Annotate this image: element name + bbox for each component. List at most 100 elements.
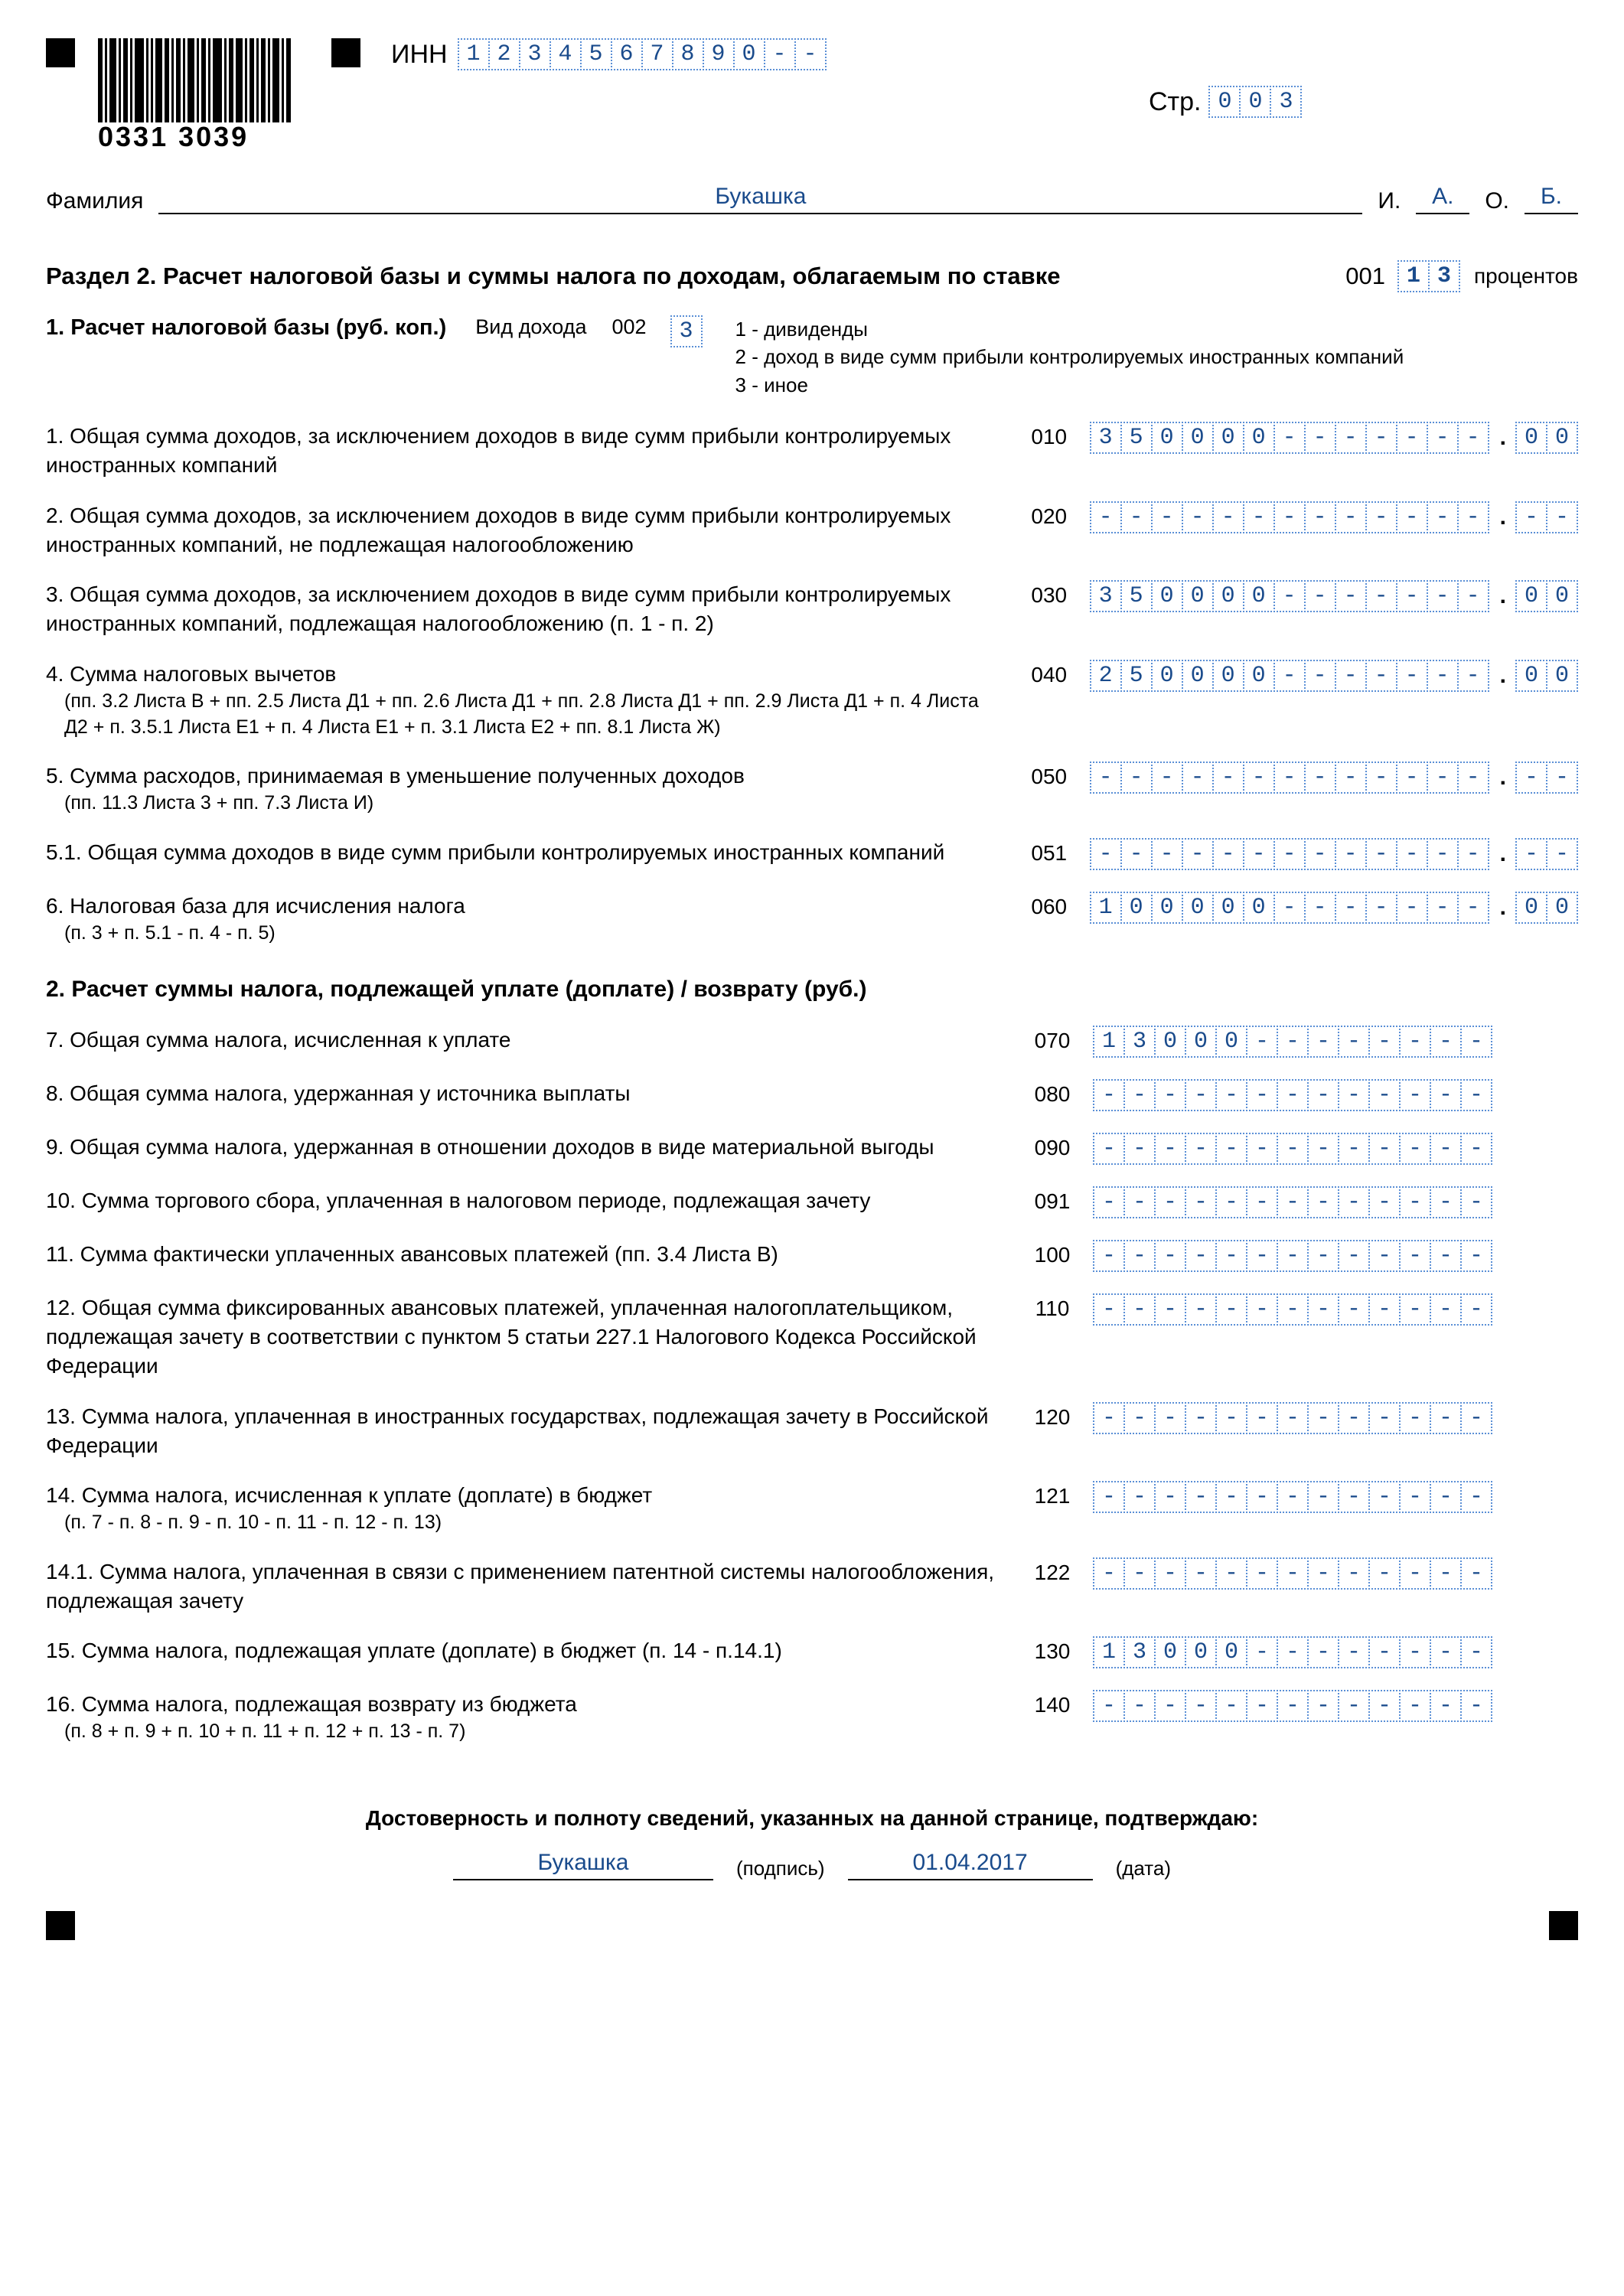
cell[interactable]: 0: [1182, 892, 1214, 924]
cell[interactable]: -: [1430, 1240, 1462, 1272]
cell[interactable]: 1: [1090, 892, 1122, 924]
cell[interactable]: -: [1396, 892, 1428, 924]
cell[interactable]: -: [1427, 501, 1459, 533]
cell[interactable]: 5: [1120, 580, 1153, 612]
cell[interactable]: -: [1123, 1557, 1156, 1590]
cell[interactable]: -: [1399, 1186, 1431, 1218]
cell[interactable]: 0: [1182, 580, 1214, 612]
cell[interactable]: -: [1430, 1026, 1462, 1058]
cell[interactable]: 0: [1515, 580, 1547, 612]
cell[interactable]: -: [1396, 501, 1428, 533]
cell[interactable]: -: [1151, 762, 1183, 794]
cell[interactable]: 0: [1243, 892, 1275, 924]
cell[interactable]: -: [1277, 1690, 1309, 1722]
cell[interactable]: -: [1307, 1026, 1339, 1058]
cell[interactable]: -: [1273, 892, 1306, 924]
cell[interactable]: -: [1335, 892, 1367, 924]
cell[interactable]: 5: [1120, 660, 1153, 692]
cell[interactable]: -: [1215, 1293, 1247, 1326]
row-cells[interactable]: -------------: [1094, 1133, 1492, 1165]
cell[interactable]: -: [1368, 1481, 1401, 1513]
cell[interactable]: -: [1430, 1079, 1462, 1111]
row-cells[interactable]: 100000-------.00: [1091, 892, 1578, 924]
cell[interactable]: -: [1338, 1636, 1370, 1668]
cell[interactable]: -: [1212, 501, 1244, 533]
cell[interactable]: -: [1546, 762, 1578, 794]
cell[interactable]: -: [1212, 838, 1244, 870]
cell[interactable]: 0: [1243, 422, 1275, 454]
cell[interactable]: -: [1365, 762, 1397, 794]
cell[interactable]: -: [1273, 762, 1306, 794]
cell[interactable]: -: [1277, 1026, 1309, 1058]
cell[interactable]: -: [1457, 762, 1489, 794]
cell[interactable]: -: [1396, 422, 1428, 454]
row-cells[interactable]: 13000--------: [1094, 1026, 1492, 1058]
cell[interactable]: -: [1430, 1481, 1462, 1513]
cell[interactable]: -: [1460, 1240, 1492, 1272]
row-cells[interactable]: 13000--------: [1094, 1636, 1492, 1668]
cell[interactable]: 0: [1185, 1636, 1217, 1668]
cell[interactable]: -: [1215, 1690, 1247, 1722]
cell[interactable]: -: [1399, 1293, 1431, 1326]
cell[interactable]: 0: [1212, 660, 1244, 692]
signature-date[interactable]: 01.04.2017: [848, 1850, 1093, 1880]
income-type-cell[interactable]: 3: [672, 315, 703, 347]
cell[interactable]: -: [1185, 1481, 1217, 1513]
cell[interactable]: -: [1215, 1186, 1247, 1218]
row-cells[interactable]: -------------: [1094, 1481, 1492, 1513]
cell[interactable]: -: [1460, 1636, 1492, 1668]
cell[interactable]: -: [1154, 1186, 1186, 1218]
cell[interactable]: -: [1335, 762, 1367, 794]
cell[interactable]: -: [1546, 501, 1578, 533]
cell[interactable]: -: [1307, 1186, 1339, 1218]
cell[interactable]: 0: [1212, 580, 1244, 612]
cell[interactable]: 3: [1123, 1636, 1156, 1668]
cell[interactable]: -: [1368, 1186, 1401, 1218]
cell[interactable]: -: [1338, 1079, 1370, 1111]
cell[interactable]: 0: [1151, 422, 1183, 454]
cell[interactable]: -: [1368, 1690, 1401, 1722]
cell[interactable]: -: [1515, 838, 1547, 870]
cell[interactable]: -: [1307, 1690, 1339, 1722]
row-cells[interactable]: -------------: [1094, 1557, 1492, 1590]
cell[interactable]: -: [1307, 1133, 1339, 1165]
cell[interactable]: -: [1246, 1636, 1278, 1668]
cell[interactable]: -: [1185, 1133, 1217, 1165]
rate-cells[interactable]: 13: [1399, 260, 1460, 292]
cell[interactable]: -: [1123, 1133, 1156, 1165]
cell[interactable]: 0: [1215, 1026, 1247, 1058]
cell[interactable]: -: [1154, 1240, 1186, 1272]
cell[interactable]: -: [1304, 422, 1336, 454]
cell[interactable]: 3: [1428, 260, 1460, 292]
cell[interactable]: -: [1277, 1481, 1309, 1513]
cell[interactable]: -: [1338, 1133, 1370, 1165]
cell[interactable]: 4: [549, 38, 582, 70]
cell[interactable]: -: [1246, 1240, 1278, 1272]
cell[interactable]: 0: [1208, 86, 1241, 118]
cell[interactable]: -: [1396, 838, 1428, 870]
cell[interactable]: -: [1335, 422, 1367, 454]
cell[interactable]: -: [1460, 1557, 1492, 1590]
cell[interactable]: -: [1335, 501, 1367, 533]
cell[interactable]: -: [1335, 660, 1367, 692]
cell[interactable]: -: [1460, 1133, 1492, 1165]
cell[interactable]: -: [1215, 1481, 1247, 1513]
cell[interactable]: -: [1399, 1079, 1431, 1111]
cell[interactable]: -: [1457, 580, 1489, 612]
initial-o-field[interactable]: Б.: [1525, 184, 1578, 214]
cell[interactable]: 0: [1154, 1026, 1186, 1058]
cell[interactable]: -: [1154, 1079, 1186, 1111]
cell[interactable]: 6: [611, 38, 643, 70]
cell[interactable]: -: [1093, 1186, 1125, 1218]
cell[interactable]: -: [1246, 1557, 1278, 1590]
row-cells[interactable]: -------------: [1094, 1402, 1492, 1434]
cell[interactable]: -: [1368, 1079, 1401, 1111]
inn-cells[interactable]: 1234567890--: [459, 38, 827, 70]
cell[interactable]: 0: [1212, 422, 1244, 454]
cell[interactable]: 0: [1182, 660, 1214, 692]
cell[interactable]: -: [1460, 1026, 1492, 1058]
cell[interactable]: 1: [458, 38, 490, 70]
cell[interactable]: -: [1307, 1481, 1339, 1513]
cell[interactable]: -: [1427, 660, 1459, 692]
cell[interactable]: -: [1185, 1690, 1217, 1722]
